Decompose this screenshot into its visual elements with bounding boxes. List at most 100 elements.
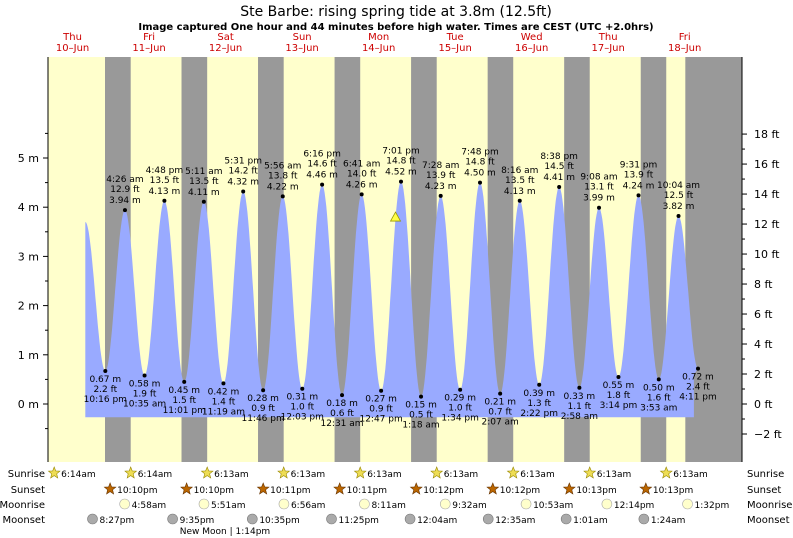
high-tide-point [557,185,562,190]
high-tide-time: 7:01 pm [382,147,420,157]
high-tide-feet: 13.9 ft [426,171,456,181]
high-tide-point [280,194,285,199]
sunset-time: 10:10pm [194,486,234,496]
moonrise-time: 10:53am [533,501,573,511]
low-tide-time: 12:31 am [320,419,363,429]
day-header-dow: Tue [446,32,464,43]
high-tide-feet: 12.5 ft [664,191,694,201]
low-tide-feet: 1.3 ft [527,399,551,409]
low-tide-time: 11:19 am [202,407,245,417]
low-tide-meters: 0.55 m [603,381,635,391]
new-moon-note: New Moon | 1:14pm [180,527,270,537]
low-tide-meters: 0.18 m [326,399,358,409]
high-tide-time: 5:31 pm [224,156,262,166]
sunrise-icon [200,466,214,479]
moonset-icon [87,513,98,525]
left-tick-label: 4 m [18,201,39,214]
low-tide-point [182,379,187,384]
row-label-right: Sunset [747,485,781,496]
sunrise-time: 6:13am [520,470,555,480]
low-tide-meters: 0.45 m [168,386,200,396]
low-tide-meters: 0.27 m [365,395,397,405]
sunrise-icon [659,466,673,479]
high-tide-meters: 4.41 m [543,173,575,183]
high-tide-meters: 4.32 m [227,177,259,187]
low-tide-time: 1:18 am [402,421,439,431]
right-tick-label: 18 ft [754,128,780,141]
sunset-time: 10:11pm [270,486,310,496]
low-tide-point [498,391,503,396]
low-tide-meters: 0.21 m [484,398,516,408]
high-tide-feet: 13.5 ft [150,176,180,186]
sunrise-time: 6:13am [367,470,402,480]
low-tide-point [695,366,700,371]
moonset-time: 11:25pm [339,516,379,526]
high-tide-feet: 14.2 ft [228,166,258,176]
moonset-icon [638,513,650,525]
moonset-icon [560,513,572,525]
sunrise-icon [583,466,597,479]
day-header-date: 15–Jun [438,43,471,54]
moonset-icon [326,513,337,525]
row-label-right: Sunrise [747,469,784,480]
day-header-dow: Thu [598,32,618,43]
sunset-time: 10:12pm [423,486,463,496]
low-tide-meters: 0.33 m [564,392,596,402]
day-header-dow: Thu [62,32,82,43]
low-tide-feet: 1.9 ft [133,389,157,399]
high-tide-time: 10:04 am [657,181,700,191]
moonset-icon [404,513,416,525]
sunset-icon [562,482,576,495]
right-tick-label: 12 ft [754,218,780,231]
sunset-time: 10:12pm [500,486,540,496]
moonrise-time: 8:11am [371,501,406,511]
high-tide-feet: 14.8 ft [465,158,495,168]
low-tide-point [103,369,108,374]
high-tide-time: 6:41 am [343,159,380,169]
high-tide-feet: 12.9 ft [110,185,140,195]
high-tide-feet: 13.8 ft [268,171,298,181]
sunset-time: 10:10pm [117,486,157,496]
row-label-right: Moonset [747,515,790,526]
low-tide-feet: 1.4 ft [212,397,236,407]
sunset-icon [103,482,117,495]
low-tide-point [616,374,621,379]
day-header-dow: Fri [679,32,691,43]
day-header-date: 17–Jun [591,43,624,54]
low-tide-feet: 0.7 ft [488,408,512,418]
row-label-left: Sunset [11,485,45,496]
moonset-icon [167,513,178,525]
right-tick-label: 4 ft [754,338,773,351]
high-tide-time: 5:56 am [264,161,301,171]
high-tide-time: 8:16 am [501,166,538,176]
high-tide-feet: 13.5 ft [189,177,219,187]
low-tide-time: 10:35 am [123,399,166,409]
low-tide-meters: 0.28 m [247,394,279,404]
tide-curve-layer [85,181,699,418]
moonset-icon [482,513,494,525]
moonset-time: 8:27pm [100,516,135,526]
high-tide-point [597,205,602,210]
day-header-date: 13–Jun [285,43,318,54]
sunrise-time: 6:13am [444,470,479,480]
low-tide-time: 10:16 pm [84,395,127,405]
low-tide-meters: 0.31 m [286,393,318,403]
day-header-date: 10–Jun [56,43,89,54]
low-tide-meters: 0.50 m [643,383,675,393]
low-tide-time: 3:53 am [640,403,677,413]
low-tide-feet: 1.1 ft [568,402,592,412]
sunset-icon [409,482,423,495]
moonrise-time: 1:32pm [695,501,730,511]
high-tide-meters: 3.94 m [109,196,141,206]
low-tide-feet: 0.9 ft [251,404,275,414]
high-tide-meters: 4.24 m [623,181,655,191]
low-tide-feet: 1.0 ft [448,404,472,414]
low-tide-feet: 0.9 ft [369,405,393,415]
high-tide-feet: 14.8 ft [386,157,416,167]
low-tide-feet: 2.2 ft [93,385,117,395]
high-tide-feet: 13.1 ft [584,183,614,193]
moonrise-icon [359,498,370,510]
low-tide-point [142,373,147,378]
